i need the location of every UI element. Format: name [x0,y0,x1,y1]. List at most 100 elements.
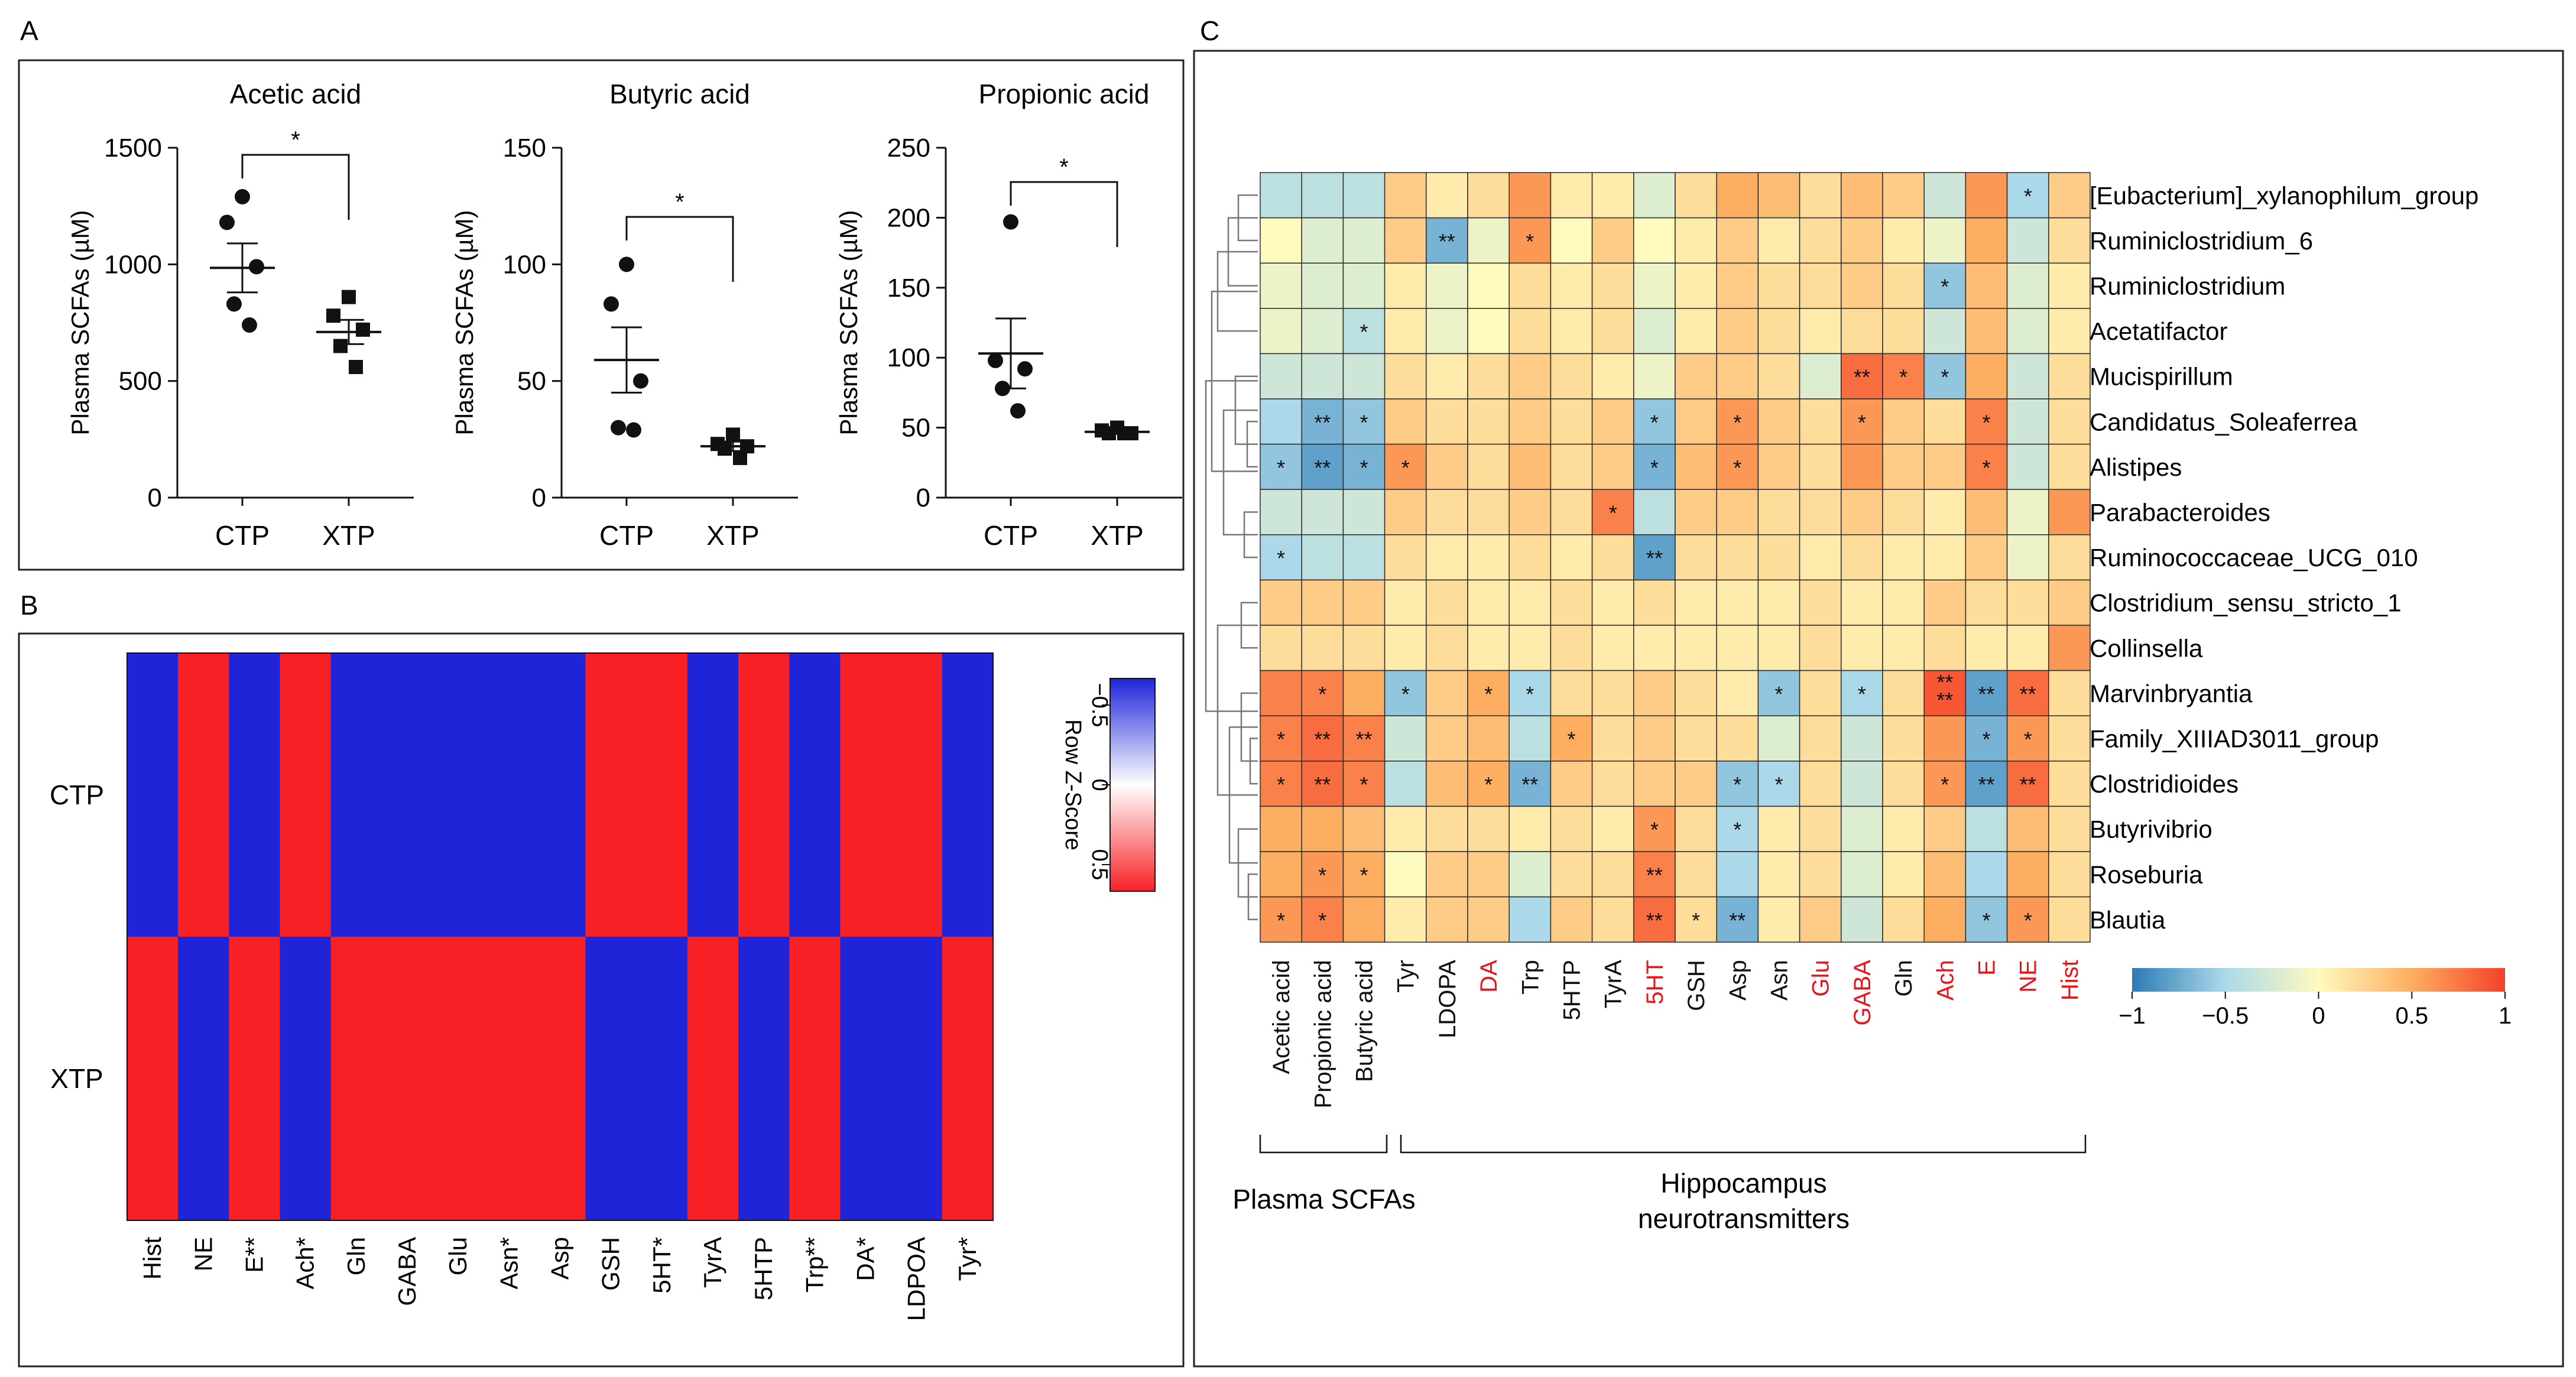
heatmap-cell [1882,534,1925,581]
heatmap-cell [1799,670,1842,716]
heatmap-cell [2006,625,2049,671]
significance-star: * [1858,682,1866,706]
heatmap-cell [687,653,739,937]
heatmap-cell [1799,761,1842,807]
heatmap-cell [1591,443,1634,490]
heatmap-cell [2006,534,2049,581]
heatmap-cell [2006,172,2049,219]
heatmap-cell [738,653,790,937]
heatmap-cell [1757,172,1800,219]
heatmap-cell [1675,172,1717,219]
heatmap-cell [1260,172,1302,219]
heatmap-cell [1757,670,1800,716]
heatmap-cell [1426,579,1468,626]
heatmap-cell [1342,217,1386,264]
heatmap-cell [1757,443,1800,490]
significance-star: ** [1314,410,1331,434]
significance-star: * [1401,682,1410,706]
legend-tick-label: −1 [2118,1003,2146,1029]
y-tick-label: 50 [517,367,546,396]
y-tick-label: 150 [887,274,930,303]
heatmap-cell [1342,534,1386,581]
heatmap-cell [636,653,688,937]
significance-star: * [1774,772,1783,797]
heatmap-cell [1757,489,1800,535]
legend-colorbar [1109,678,1156,892]
panel-b-frame [18,632,1185,1368]
heatmap-cell [1301,308,1344,355]
significance-mark: * [291,127,300,153]
heatmap-cell [1467,896,1510,943]
heatmap-cell [1550,806,1593,852]
heatmap-cell [1882,806,1925,852]
heatmap-cell [1426,398,1468,445]
x-tick-label: CTP [599,520,654,551]
panel-label-b: B [20,590,38,621]
heatmap-cell [1591,398,1634,445]
column-label: NE [189,1237,217,1271]
significance-bracket [625,216,734,282]
heatmap-cell [127,937,179,1221]
column-label: DA [1476,960,1502,993]
column-label: Glu [444,1237,472,1275]
data-point [604,296,619,312]
data-point [733,450,747,465]
heatmap-cell [1965,851,2008,898]
row-label: Acetatifactor [2090,317,2227,345]
heatmap-cell [2006,579,2049,626]
heatmap-cell [1799,579,1842,626]
significance-star: ** [2020,772,2036,797]
row-label: Blautia [2090,906,2166,934]
row-label: Ruminococcaceae_UCG_010 [2090,544,2418,571]
heatmap-cell [738,937,790,1221]
heatmap-cell [1923,579,1967,626]
data-point [718,441,732,456]
data-point [342,290,356,304]
y-tick-label: 50 [901,414,930,443]
heatmap-cell [1426,670,1468,716]
significance-star: ** [1314,456,1331,480]
heatmap-cell [1426,625,1468,671]
heatmap-cell [1633,262,1676,309]
heatmap-cell [1923,489,1967,535]
heatmap-cell [1882,262,1925,309]
heatmap-cell [1799,308,1842,355]
heatmap-cell [1923,443,1967,490]
significance-star: * [1318,863,1326,887]
heatmap-cell [1675,896,1717,943]
data-point [356,322,370,337]
heatmap-cell [1675,308,1717,355]
significance-star: ** [1439,229,1455,254]
heatmap-cell [2006,489,2049,535]
heatmap-cell [1301,489,1344,535]
heatmap-cell [1591,262,1634,309]
data-point [349,359,363,374]
heatmap-cell [1301,262,1344,309]
heatmap-cell [1508,625,1552,671]
heatmap-cell [1508,715,1552,762]
group-label-hippocampus-2: neurotransmitters [1638,1203,1850,1234]
heatmap-cell [1675,489,1717,535]
heatmap-cell [1923,896,1967,943]
significance-star: ** [1521,772,1538,797]
significance-mark: * [675,189,684,215]
heatmap-cell [2048,625,2091,671]
panel-a-frame [18,59,1185,571]
significance-star: * [2024,184,2032,208]
significance-star: * [1982,456,1990,480]
heatmap-cell [1716,761,1759,807]
column-label: Asn [1767,960,1793,1001]
heatmap-cell [1467,353,1510,400]
heatmap-cell [1841,896,1883,943]
heatmap-cell [1384,579,1427,626]
significance-star: * [1982,410,1990,434]
y-tick-label: 0 [148,483,162,512]
heatmap-cell [178,653,229,937]
heatmap-cell [1260,896,1302,943]
heatmap-cell [2048,534,2091,581]
y-tick-label: 100 [503,250,546,279]
group-label-hippocampus: Hippocampus [1660,1168,1826,1199]
heatmap-cell [1508,579,1552,626]
heatmap-cell [1716,353,1759,400]
heatmap-cell [2006,443,2049,490]
